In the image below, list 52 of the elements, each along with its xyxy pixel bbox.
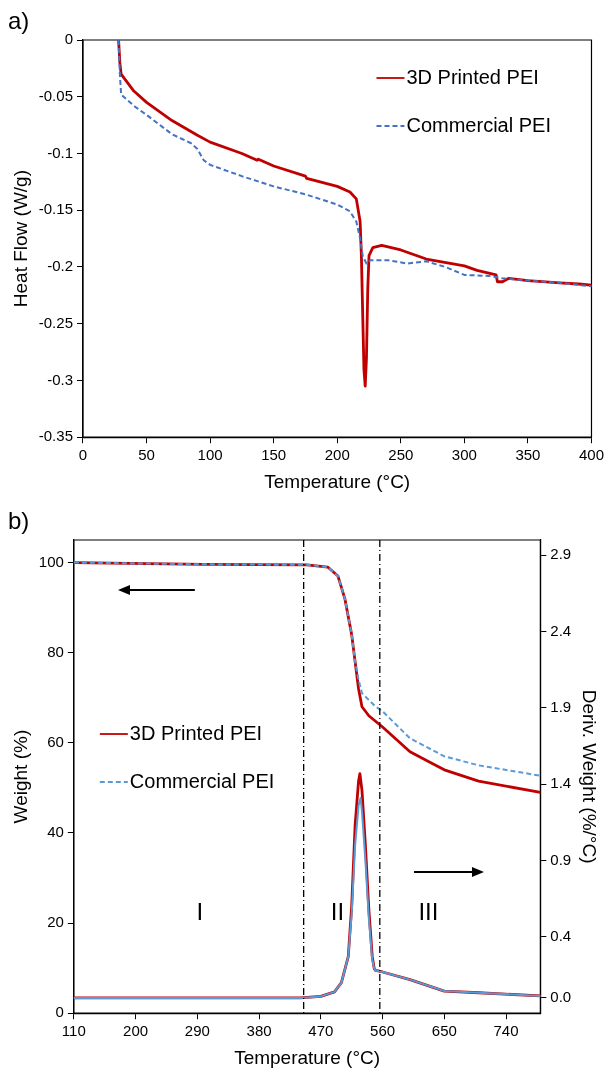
y-tick-label: 0 bbox=[64, 30, 73, 48]
y2-tick-label: 1.4 bbox=[550, 774, 572, 792]
y-tick-label: 0 bbox=[55, 1003, 64, 1021]
annotation: III bbox=[418, 898, 439, 926]
legend-label: Commercial PEI bbox=[406, 113, 551, 136]
x-tick-label: 380 bbox=[246, 1022, 272, 1040]
y-tick-label: -0.35 bbox=[38, 427, 73, 445]
chart-title: a) bbox=[8, 6, 30, 34]
x-tick-label: 470 bbox=[308, 1022, 334, 1040]
y-tick-label: -0.15 bbox=[38, 200, 73, 218]
x-tick-label: 250 bbox=[388, 446, 414, 464]
y2-tick-label: 2.9 bbox=[550, 545, 572, 563]
x-tick-label: 150 bbox=[261, 446, 287, 464]
annotation: I bbox=[196, 898, 204, 926]
x-tick-label: 650 bbox=[431, 1022, 457, 1040]
x-tick-label: 100 bbox=[197, 446, 223, 464]
y2-tick-label: 0.0 bbox=[550, 988, 572, 1006]
annotation: II bbox=[330, 898, 345, 926]
y-tick-label: 40 bbox=[47, 823, 64, 841]
legend-label: Commercial PEI bbox=[129, 769, 275, 792]
x-tick-label: 200 bbox=[123, 1022, 149, 1040]
legend-label: 3D Printed PEI bbox=[406, 65, 539, 88]
y-tick-label: -0.05 bbox=[38, 86, 73, 104]
x-tick-label: 350 bbox=[515, 446, 541, 464]
y-tick-label: -0.2 bbox=[47, 257, 73, 275]
y2-tick-label: 1.9 bbox=[550, 698, 572, 716]
y2-tick-label: 0.4 bbox=[550, 927, 572, 945]
y-tick-label: -0.1 bbox=[47, 143, 73, 161]
chart-title: b) bbox=[8, 506, 30, 534]
x-tick-label: 740 bbox=[493, 1022, 519, 1040]
x-tick-label: 200 bbox=[324, 446, 350, 464]
y-tick-label: 100 bbox=[38, 552, 64, 570]
y-tick-label: 60 bbox=[47, 732, 64, 750]
x-tick-label: 300 bbox=[451, 446, 477, 464]
y2-tick-label: 2.4 bbox=[550, 621, 572, 639]
x-tick-label: 400 bbox=[578, 446, 604, 464]
x-tick-label: 50 bbox=[138, 446, 155, 464]
x-tick-label: 110 bbox=[61, 1022, 86, 1040]
y-axis-title: Weight (%) bbox=[9, 729, 31, 824]
y-tick-label: 20 bbox=[47, 913, 64, 931]
y-tick-label: -0.25 bbox=[38, 313, 73, 331]
x-axis-title: Temperature (°C) bbox=[264, 470, 411, 492]
y-tick-label: -0.3 bbox=[47, 370, 73, 388]
x-tick-label: 560 bbox=[370, 1022, 396, 1040]
y-axis-title: Heat Flow (W/g) bbox=[9, 169, 31, 308]
x-tick-label: 0 bbox=[78, 446, 88, 464]
x-tick-label: 290 bbox=[184, 1022, 210, 1040]
y2-axis-title: Deriv. Weight (%/°C) bbox=[579, 689, 601, 864]
y2-tick-label: 0.9 bbox=[550, 850, 572, 868]
legend-label: 3D Printed PEI bbox=[129, 721, 263, 744]
x-axis-title: Temperature (°C) bbox=[234, 1046, 381, 1068]
y-tick-label: 80 bbox=[47, 642, 64, 660]
